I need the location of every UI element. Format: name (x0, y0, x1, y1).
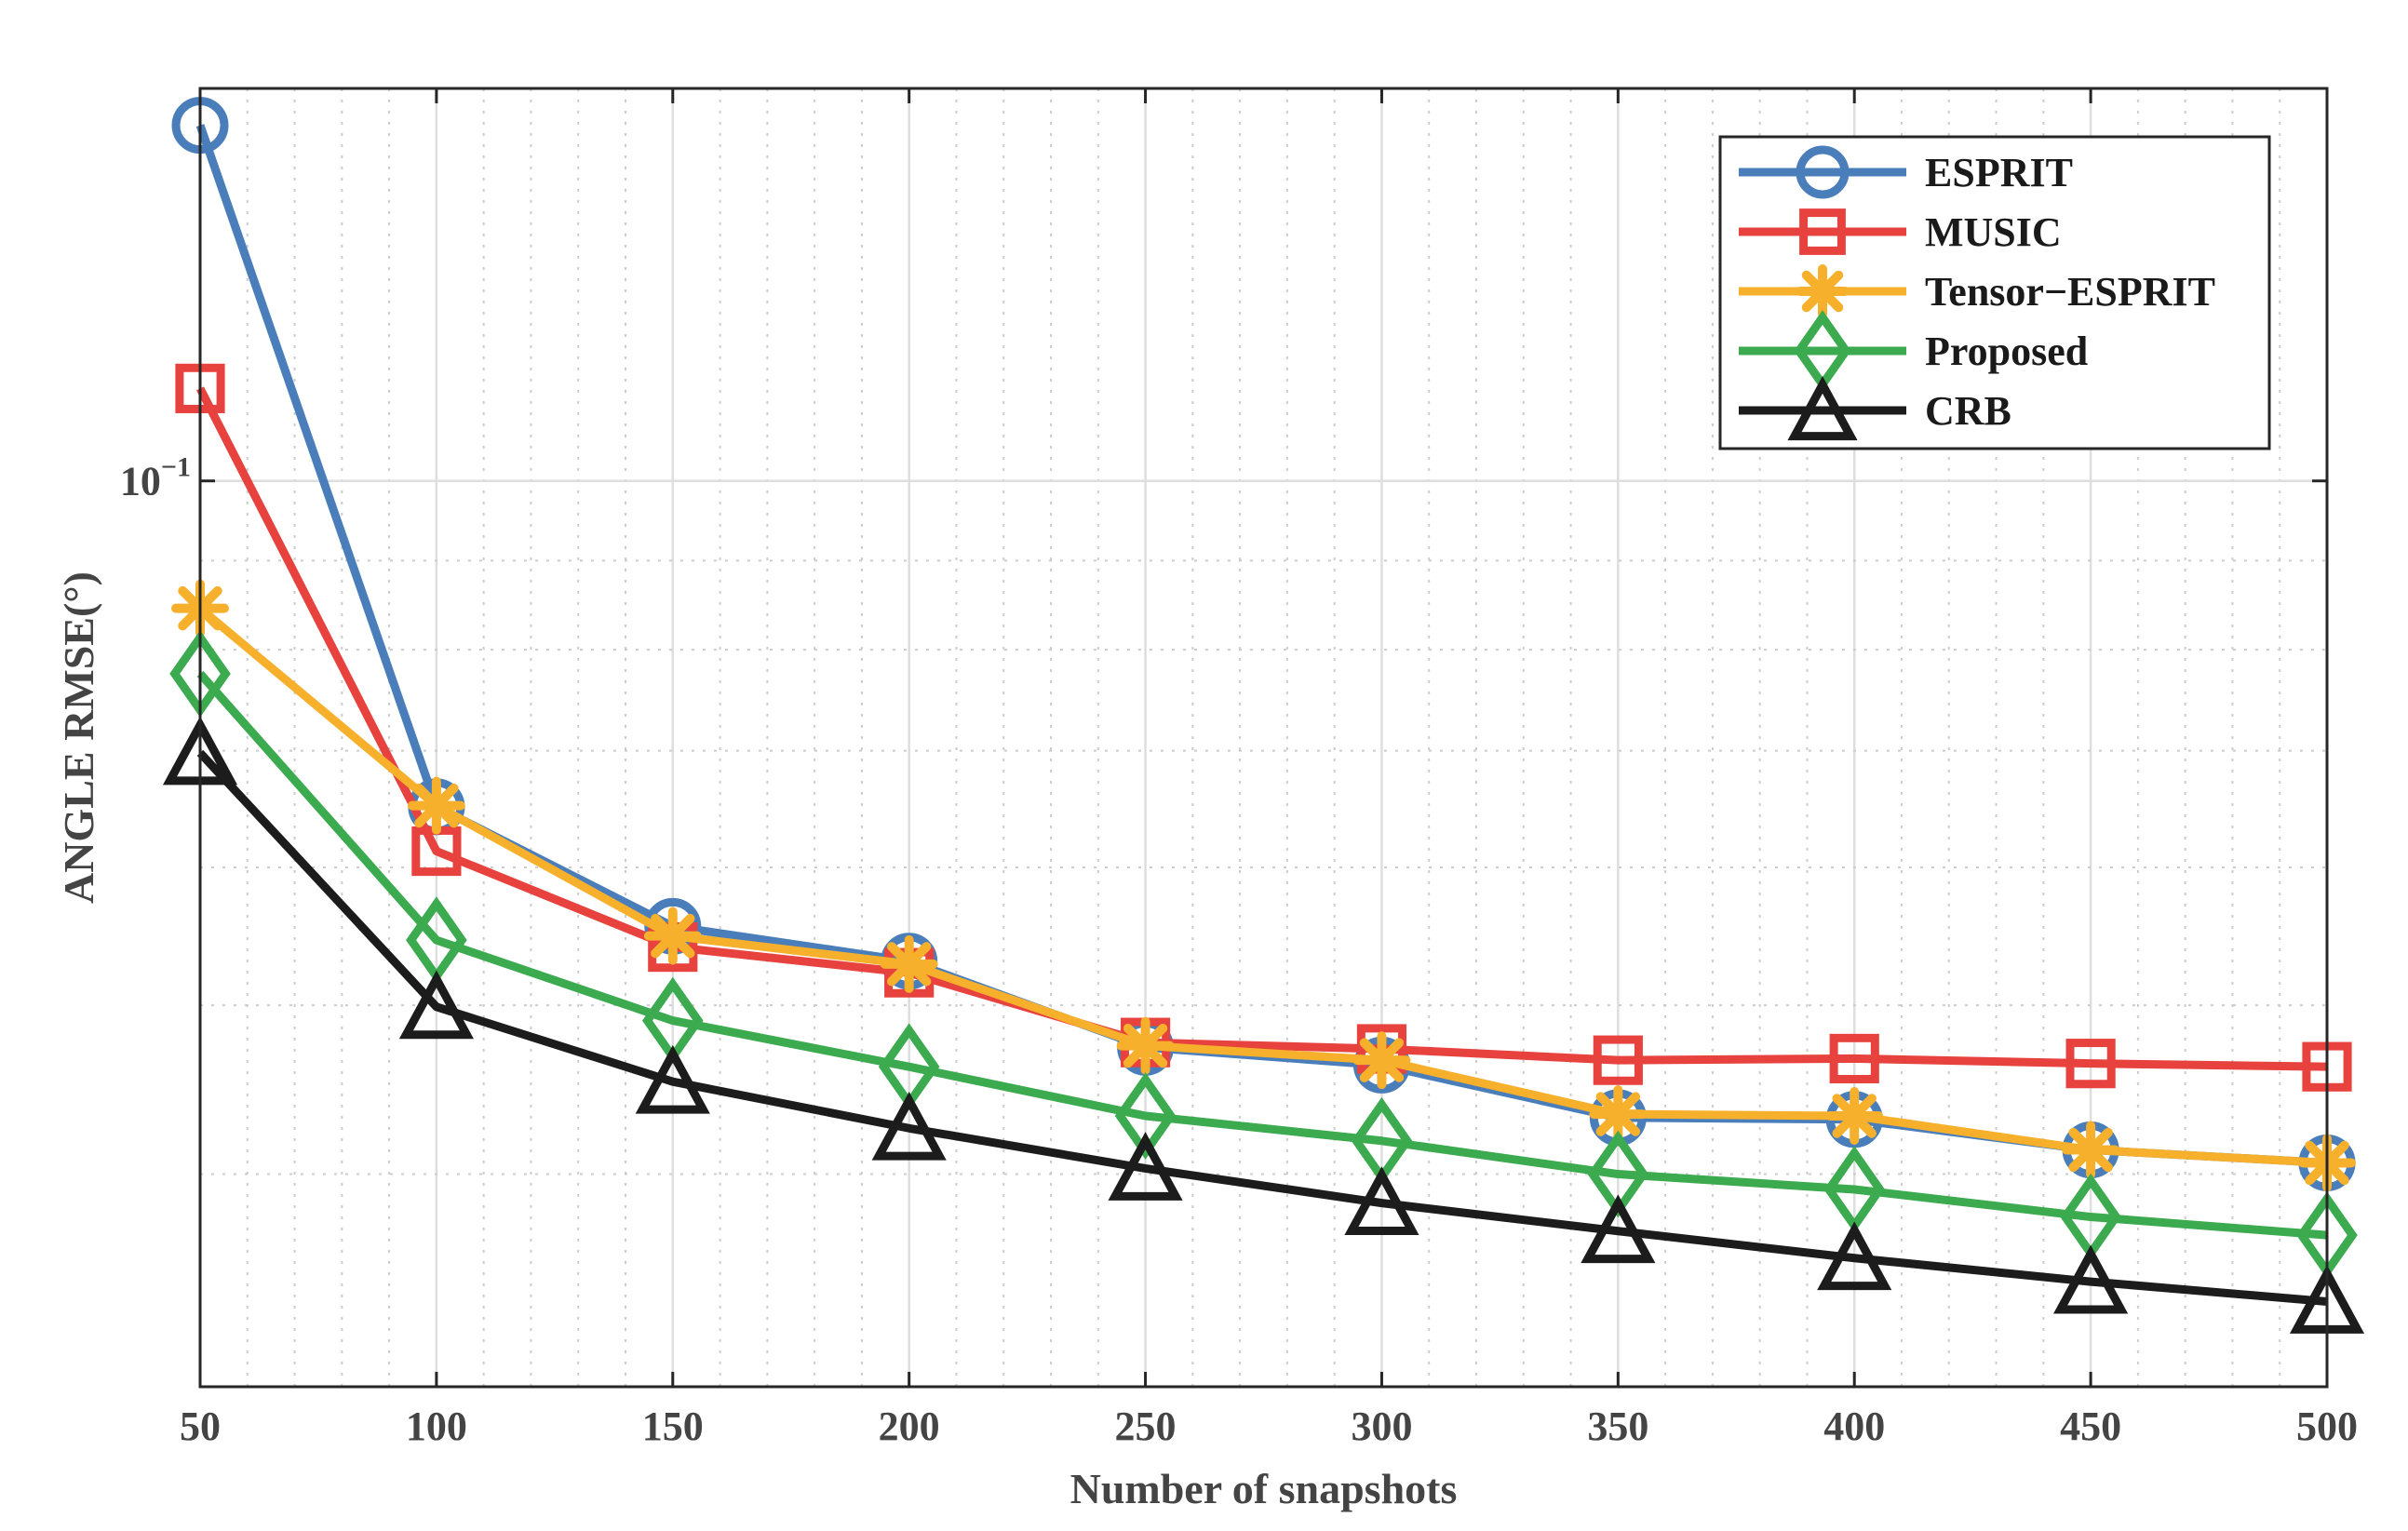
triangle-marker (635, 1044, 710, 1114)
triangle-marker (2053, 1244, 2129, 1314)
legend-label: ESPRIT (1925, 150, 2073, 195)
plot-frame (198, 87, 2329, 1389)
x-tick-label: 250 (1115, 1403, 1177, 1449)
circle-marker (1796, 145, 1850, 199)
legend-label: CRB (1925, 388, 2011, 434)
asterisk-marker (2062, 1121, 2120, 1179)
legend-item: MUSIC (1739, 208, 2062, 255)
square-marker (1593, 1035, 1643, 1085)
x-tick-label: 350 (1587, 1403, 1648, 1449)
y-axis-ticks: 10−1 (120, 452, 2327, 504)
triangle-marker (1581, 1194, 1656, 1264)
x-axis-title: Number of snapshots (1070, 1465, 1458, 1512)
asterisk-marker (1352, 1031, 1411, 1090)
x-tick-label: 500 (2296, 1403, 2358, 1449)
x-tick-label: 150 (642, 1403, 704, 1449)
x-tick-label: 400 (1823, 1403, 1885, 1449)
triangle-marker (1108, 1132, 1183, 1201)
legend-item: Tensor−ESPRIT (1739, 264, 2215, 318)
triangle-marker (1817, 1221, 1892, 1291)
square-marker (2065, 1039, 2116, 1089)
series-line (197, 605, 2328, 1167)
x-axis-ticks: 50 100 150 200 250 300 350 400 450 500 (180, 88, 2358, 1449)
square-marker (1829, 1033, 1879, 1084)
series-line (196, 749, 2328, 1306)
diamond-marker (1114, 1072, 1177, 1160)
asterisk-marker (643, 907, 702, 965)
legend: ESPRIT MUSIC Tensor−ESPRIT Proposed CRB (1718, 135, 2271, 450)
legend-label: MUSIC (1925, 209, 2062, 255)
series-group (162, 97, 2365, 1334)
legend-label: Tensor−ESPRIT (1925, 269, 2215, 315)
square-marker (1799, 208, 1846, 255)
x-tick-label: 100 (406, 1403, 467, 1449)
asterisk-marker (1796, 264, 1850, 318)
series-line (196, 670, 2328, 1240)
y-axis-title: ANGLE RMSE(°) (55, 571, 102, 904)
legend-label: Proposed (1925, 329, 2088, 374)
y-tick-label: 10−1 (120, 452, 191, 504)
asterisk-marker (407, 776, 465, 835)
x-tick-label: 50 (180, 1403, 221, 1449)
series-tensor-esprit (171, 579, 2356, 1192)
x-tick-label: 300 (1351, 1403, 1412, 1449)
asterisk-marker (1116, 1016, 1175, 1075)
asterisk-marker (1825, 1086, 1884, 1145)
asterisk-marker (1589, 1085, 1648, 1144)
triangle-marker (1344, 1166, 1419, 1236)
x-tick-label: 450 (2060, 1403, 2121, 1449)
legend-item: ESPRIT (1739, 145, 2073, 199)
triangle-marker (398, 970, 474, 1040)
x-tick-label: 200 (879, 1403, 940, 1449)
series-line (195, 386, 2328, 1071)
asterisk-marker (880, 934, 938, 993)
triangle-marker (871, 1091, 947, 1161)
triangle-marker (1787, 375, 1858, 441)
legend-item: CRB (1739, 375, 2011, 441)
